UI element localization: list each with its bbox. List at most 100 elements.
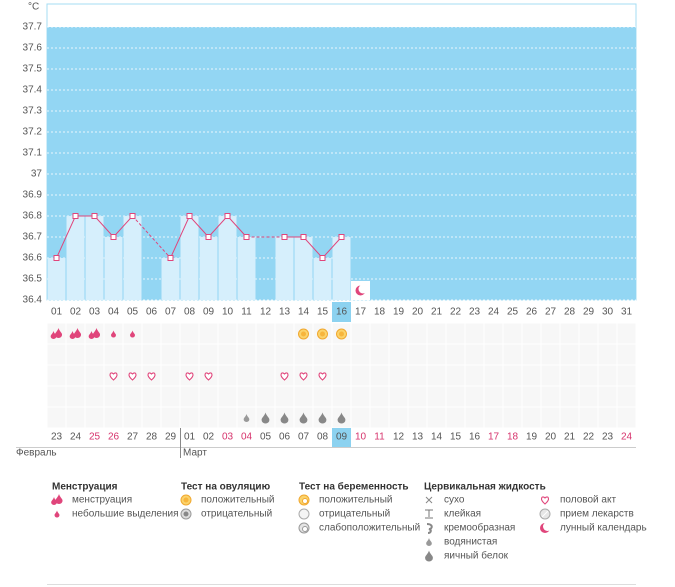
temperature-bar [123, 216, 142, 300]
icon [543, 522, 552, 531]
symbol-cell [521, 364, 542, 387]
date-label: 23 [602, 432, 614, 443]
symbol-cell [540, 364, 561, 387]
day-label: 24 [488, 307, 500, 318]
y-tick-label: 37 [31, 169, 43, 180]
y-tick-label: 37.5 [23, 64, 43, 75]
symbol-cell [369, 322, 390, 345]
month-label: Март [183, 448, 207, 459]
y-tick-label: 37.2 [23, 127, 43, 138]
symbol-cell [445, 343, 466, 366]
date-label: 07 [298, 432, 310, 443]
temperature-marker [300, 234, 307, 240]
icon [51, 497, 57, 506]
legend-title: Цервикальная жидкость [424, 482, 546, 493]
symbol-cell [350, 406, 371, 429]
icon [185, 372, 194, 381]
symbol-cell [407, 406, 428, 429]
date-label: 29 [165, 432, 177, 443]
symbol-cell [103, 406, 124, 429]
symbol-cell [369, 406, 390, 429]
symbol-cell [84, 343, 105, 366]
temperature-bar [199, 237, 218, 300]
day-label: 12 [260, 307, 272, 318]
icon [425, 550, 433, 562]
temperature-marker [224, 213, 231, 219]
gap-connector [132, 215, 171, 259]
day-label: 19 [393, 307, 405, 318]
symbol-cell [426, 343, 447, 366]
symbol-cell [483, 322, 504, 345]
legend-label: половой акт [560, 495, 616, 506]
y-tick-label: 36.7 [23, 232, 43, 243]
y-tick-label: 37.4 [23, 85, 43, 96]
legend-label: прием лекарств [560, 509, 634, 520]
symbol-cell [293, 343, 314, 366]
symbol-cell [160, 385, 181, 408]
icon [426, 538, 432, 546]
symbol-cell [464, 343, 485, 366]
symbol-cell [236, 364, 257, 387]
symbol-cell [616, 364, 637, 387]
symbol-cell [122, 385, 143, 408]
symbol-cell [578, 343, 599, 366]
symbol-cell [540, 343, 561, 366]
symbol-cell [578, 322, 599, 345]
y-tick-label: 36.4 [23, 295, 43, 306]
date-label: 26 [108, 432, 120, 443]
symbol-cell [236, 343, 257, 366]
date-label: 02 [203, 432, 215, 443]
symbol-cell [255, 364, 276, 387]
icon [299, 372, 308, 381]
date-label: 25 [89, 432, 101, 443]
symbol-cell [179, 406, 200, 429]
symbol-cell [388, 322, 409, 345]
symbol-cell [122, 406, 143, 429]
symbol-cell [464, 322, 485, 345]
symbol-cell [483, 343, 504, 366]
symbol-cell [407, 322, 428, 345]
y-unit: °C [28, 2, 39, 13]
symbol-cell [597, 364, 618, 387]
day-label: 05 [127, 307, 139, 318]
legend-title: Тест на беременность [299, 481, 409, 493]
icon [541, 510, 549, 518]
icon [128, 372, 137, 381]
y-tick-label: 37.6 [23, 43, 43, 54]
symbol-cell [407, 364, 428, 387]
legend-label: слабоположительный [319, 522, 420, 534]
icon [302, 526, 308, 532]
symbol-cell [559, 364, 580, 387]
temperature-marker [243, 234, 250, 240]
day-label: 26 [526, 307, 538, 318]
symbol-cell [369, 343, 390, 366]
temperature-marker [281, 234, 288, 240]
y-tick-label: 37.3 [23, 106, 43, 117]
symbol-cell [179, 322, 200, 345]
symbol-cell [426, 406, 447, 429]
day-label: 11 [241, 307, 252, 318]
icon [69, 331, 76, 340]
symbol-cell [559, 385, 580, 408]
day-label: 28 [564, 307, 576, 318]
icon [243, 414, 250, 423]
day-label: 15 [317, 307, 329, 318]
temperature-marker [53, 255, 60, 261]
symbol-cell [388, 406, 409, 429]
symbol-cell [217, 364, 238, 387]
temperature-bar [313, 258, 332, 300]
symbol-cell [217, 343, 238, 366]
symbol-cell [483, 364, 504, 387]
day-label: 14 [298, 307, 310, 318]
symbol-cell [331, 364, 352, 387]
temperature-bar [85, 216, 104, 300]
y-tick-label: 36.8 [23, 211, 43, 222]
symbol-cell [179, 385, 200, 408]
icon [130, 330, 135, 338]
date-label: 12 [393, 432, 405, 443]
symbol-cell [274, 385, 295, 408]
symbol-cell [65, 364, 86, 387]
date-label: 20 [545, 432, 557, 443]
symbol-cell [388, 385, 409, 408]
